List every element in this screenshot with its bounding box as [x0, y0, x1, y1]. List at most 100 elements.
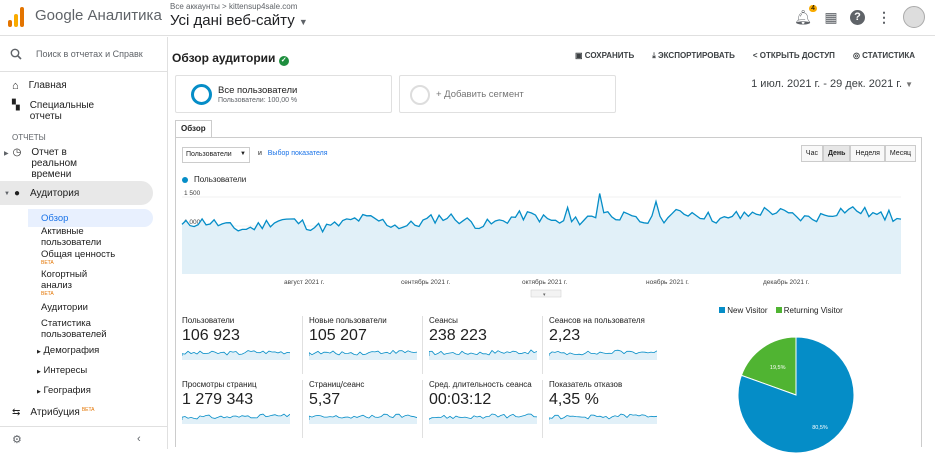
sidebar-item-lifetime-value[interactable]: Общая ценность BETA: [41, 249, 115, 266]
empty-segment-ring-icon: [410, 85, 430, 105]
metric-label: Сеансов на пользователя: [549, 316, 645, 325]
sparkline-line: [549, 349, 657, 356]
metric-card[interactable]: Страниц/сеанс 5,37: [302, 380, 417, 438]
add-segment-button[interactable]: + Добавить сегмент: [399, 75, 616, 113]
search-box[interactable]: Поиск в отчетах и Справк: [0, 37, 167, 72]
sparkline-line: [309, 349, 417, 356]
pie-legend: New Visitor Returning Visitor: [719, 306, 843, 315]
sidebar-item-label: Общая ценность: [41, 249, 116, 260]
metric-label: Пользователи: [182, 316, 235, 325]
pie-value-label: 80,5%: [812, 425, 828, 431]
granularity-week-button[interactable]: Неделя: [850, 145, 885, 162]
analytics-logo-icon[interactable]: [8, 7, 24, 27]
bell-icon: 🔔︎: [794, 8, 812, 25]
metric-label: Сред. длительность сеанса: [429, 380, 532, 389]
add-segment-label: + Добавить сегмент: [436, 89, 524, 100]
top-bar: Google Аналитика Все аккаунты > kittensu…: [0, 0, 935, 36]
dashboard-icon: ▚: [12, 100, 20, 111]
notifications-button[interactable]: 🔔︎ 4: [794, 5, 817, 26]
metric-card[interactable]: Показатель отказов 4,35 %: [542, 380, 657, 438]
pie-slice-new-visitor[interactable]: [737, 336, 855, 453]
choose-metric-link[interactable]: Выбор показателя: [267, 150, 328, 157]
settings-gear-icon[interactable]: ⚙: [12, 434, 22, 446]
granularity-month-button[interactable]: Месяц: [884, 145, 916, 162]
sidebar-item-interests[interactable]: ▶ Интересы: [37, 365, 87, 378]
sidebar-item-audiences[interactable]: Аудитории: [41, 302, 88, 313]
metric-card[interactable]: Сред. длительность сеанса 00:03:12: [422, 380, 537, 438]
property-selector[interactable]: Усі дані веб-сайту ▼: [170, 12, 308, 29]
metric-sparkline: [549, 413, 657, 424]
insights-button[interactable]: ◎ СТАТИСТИКА: [852, 51, 915, 60]
sparkline-line: [182, 413, 290, 420]
sidebar-item-label: География: [43, 385, 91, 396]
granularity-hour-button[interactable]: Час: [800, 145, 823, 162]
metric-sparkline: [309, 413, 417, 424]
pie-slice-returning-visitor[interactable]: [740, 336, 797, 396]
metric-card[interactable]: Новые пользователи 105 207: [302, 316, 417, 374]
chart-resize-handle[interactable]: [530, 289, 562, 298]
date-range-text: 1 июл. 2021 г. - 29 дек. 2021 г.: [751, 78, 903, 90]
x-tick-label: декабрь 2021 г.: [763, 278, 809, 286]
sidebar-item-label: Демография: [43, 345, 100, 356]
search-icon: [10, 48, 22, 60]
sidebar-item-geo[interactable]: ▶ География: [37, 385, 91, 398]
expand-arrow-icon: ▶: [4, 151, 9, 157]
metric-sparkline: [429, 413, 537, 424]
segment-all-users[interactable]: Все пользователи Пользователи: 100,00 %: [175, 75, 392, 113]
granularity-day-button[interactable]: День: [822, 145, 851, 162]
metric-value: 4,35 %: [549, 391, 599, 408]
metric-card[interactable]: Пользователи 106 923: [182, 316, 294, 374]
sidebar-item-audience[interactable]: ▼ ● Аудитория: [0, 181, 153, 205]
sparkline-line: [549, 413, 657, 420]
metric-value: 238 223: [429, 327, 487, 344]
share-button[interactable]: < ОТКРЫТЬ ДОСТУП: [752, 51, 835, 60]
sidebar-divider: [0, 426, 168, 427]
sidebar-item-label: Главная: [28, 80, 67, 91]
users-series-line[interactable]: [181, 193, 902, 234]
sparkline-area: [182, 350, 290, 360]
metric-sparkline: [549, 349, 657, 360]
x-tick-label: сентябрь 2021 г.: [401, 278, 450, 286]
sidebar-item-overview[interactable]: Обзор: [28, 209, 153, 227]
sparkline-line: [182, 350, 290, 356]
avatar[interactable]: [903, 6, 925, 28]
sidebar-item-demographics[interactable]: ▶ Демография: [37, 345, 99, 358]
sidebar-item-user-explorer[interactable]: Статистика пользователей: [41, 318, 107, 340]
tab-overview[interactable]: Обзор: [175, 120, 212, 137]
account-breadcrumb[interactable]: Все аккаунты > kittensup4sale.com: [170, 2, 298, 11]
save-button[interactable]: ▣ СОХРАНИТЬ: [575, 51, 635, 60]
sidebar-item-home[interactable]: ⌂ Главная: [0, 80, 168, 92]
visitor-type-pie-chart: 19,5% 80,5%: [737, 336, 855, 453]
sidebar-item-custom-reports[interactable]: ▚ Специальные отчеты: [0, 100, 168, 122]
metric-select[interactable]: Пользователи ▼: [182, 147, 250, 163]
metric-sparkline: [429, 349, 537, 360]
sidebar-item-realtime[interactable]: ▶ ◷ Отчет в реальном времени: [0, 147, 168, 180]
collapse-sidebar-icon[interactable]: ‹: [137, 433, 141, 445]
reports-section-label: ОТЧЕТЫ: [12, 133, 46, 142]
sidebar-item-label: Обзор: [41, 213, 69, 224]
metric-card[interactable]: Сеансы 238 223: [422, 316, 537, 374]
sidebar-item-active-users[interactable]: Активные пользователи: [41, 226, 102, 248]
metric-sparkline: [309, 349, 417, 360]
metric-label: Просмотры страниц: [182, 380, 257, 389]
metric-card[interactable]: Просмотры страниц 1 279 343: [182, 380, 294, 438]
export-button[interactable]: ⤓ ЭКСПОРТИРОВАТЬ: [652, 51, 735, 60]
x-tick-label: ноябрь 2021 г.: [646, 278, 689, 286]
sparkline-line: [309, 413, 417, 420]
chevron-down-icon: ▼: [240, 151, 246, 157]
beta-badge: BETA: [41, 260, 54, 266]
action-label: ОТКРЫТЬ ДОСТУП: [759, 51, 835, 60]
more-vert-icon[interactable]: ⋮: [877, 8, 891, 25]
y-tick-label: 1 500: [184, 190, 201, 197]
metric-card[interactable]: Сеансов на пользователя 2,23: [542, 316, 657, 374]
legend-dot-icon: [182, 176, 188, 183]
apps-icon[interactable]: ▦: [824, 8, 838, 25]
metric-sparkline: [182, 413, 290, 424]
date-range-picker[interactable]: 1 июл. 2021 г. - 29 дек. 2021 г. ▼: [751, 78, 913, 90]
x-tick-label: август 2021 г.: [284, 279, 324, 286]
help-icon[interactable]: ?: [850, 9, 865, 25]
search-input[interactable]: Поиск в отчетах и Справк: [36, 49, 143, 59]
sidebar-item-attribution[interactable]: ⇆ Атрибуция BETA: [0, 407, 168, 418]
users-area: [182, 193, 901, 274]
sidebar-item-cohort[interactable]: Когортный анализ BETA: [41, 269, 101, 297]
